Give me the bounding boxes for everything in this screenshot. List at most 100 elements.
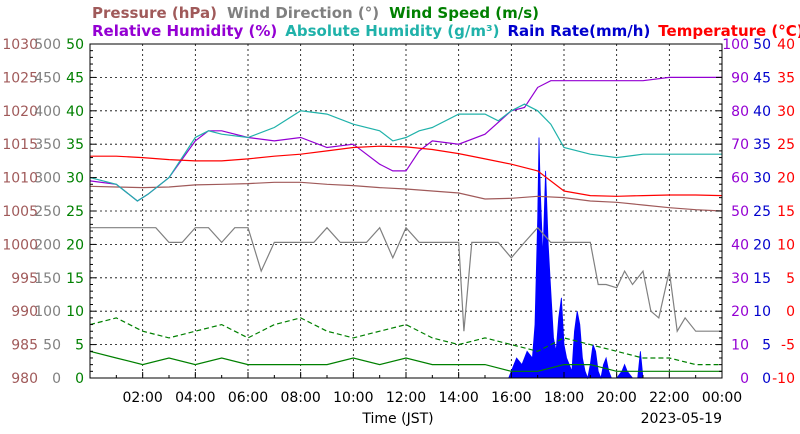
y-tick-label: 400 bbox=[34, 104, 61, 120]
x-tick-label: 08:00 bbox=[280, 390, 320, 406]
y-tick-label: 20 bbox=[753, 237, 771, 253]
right-axes: 0102030405060708090100051015202530354045… bbox=[716, 37, 795, 387]
series-layer bbox=[89, 76, 723, 372]
y-tick-label: 40 bbox=[66, 104, 84, 120]
y-tick-label: 25 bbox=[777, 137, 795, 153]
x-tick-label: 00:00 bbox=[702, 390, 742, 406]
series-relative-humidity bbox=[89, 76, 722, 202]
y-tick-label: 1025 bbox=[2, 70, 38, 86]
y-tick-label: 35 bbox=[66, 137, 84, 153]
header-series-label: Wind Direction (°) bbox=[227, 4, 379, 22]
y-tick-label: 15 bbox=[66, 271, 84, 287]
x-tick-label: 12:00 bbox=[386, 390, 426, 406]
x-tick-label: 14:00 bbox=[438, 390, 478, 406]
x-axis: 02:00 04:00 06:00 08:00 10:00 12:00 14:00 16:00… bbox=[89, 372, 742, 406]
y-tick-label: 1030 bbox=[2, 37, 38, 53]
y-tick-label: 1005 bbox=[2, 204, 38, 220]
y-tick-label: 150 bbox=[34, 271, 61, 287]
y-tick-label: 35 bbox=[777, 70, 795, 86]
header-series-label: Pressure (hPa) bbox=[92, 4, 217, 22]
y-tick-label: 10 bbox=[731, 338, 749, 354]
x-tick-label: 22:00 bbox=[649, 390, 689, 406]
x-tick-label: 20:00 bbox=[596, 390, 636, 406]
y-tick-label: -10 bbox=[772, 371, 795, 387]
y-tick-label: 1015 bbox=[2, 137, 38, 153]
y-tick-label: 30 bbox=[66, 171, 84, 187]
y-tick-label: 0 bbox=[75, 371, 84, 387]
y-tick-label: 10 bbox=[753, 304, 771, 320]
y-tick-label: 15 bbox=[753, 271, 771, 287]
y-tick-label: 45 bbox=[66, 70, 84, 86]
series-wind-direction bbox=[90, 226, 722, 333]
header-series-label: Relative Humidity (%) bbox=[92, 22, 277, 40]
series-wind-speed bbox=[89, 350, 722, 372]
y-tick-label: 10 bbox=[777, 237, 795, 253]
y-tick-label: 30 bbox=[777, 104, 795, 120]
y-tick-label: 15 bbox=[777, 204, 795, 220]
y-tick-label: 100 bbox=[34, 304, 61, 320]
y-tick-label: 20 bbox=[66, 237, 84, 253]
y-tick-label: 1010 bbox=[2, 171, 38, 187]
y-tick-label: 300 bbox=[34, 171, 61, 187]
y-tick-label: 450 bbox=[34, 70, 61, 86]
y-tick-label: 80 bbox=[731, 104, 749, 120]
y-tick-label: 60 bbox=[731, 171, 749, 187]
y-tick-label: 10 bbox=[66, 304, 84, 320]
y-tick-label: 0 bbox=[740, 371, 749, 387]
y-tick-label: 25 bbox=[753, 204, 771, 220]
x-tick-label: 04:00 bbox=[175, 390, 215, 406]
series-absolute-humidity bbox=[89, 103, 722, 202]
y-tick-label: 5 bbox=[75, 338, 84, 354]
series-rain-rate bbox=[508, 137, 722, 380]
series-pressure bbox=[89, 181, 723, 212]
header-series-label: Temperature (°C) bbox=[658, 22, 800, 40]
rain-rate-layer bbox=[508, 137, 722, 380]
y-tick-label: 50 bbox=[43, 338, 61, 354]
y-tick-label: 45 bbox=[753, 70, 771, 86]
chart-date: 2023-05-19 bbox=[641, 411, 722, 427]
x-tick-label: 10:00 bbox=[333, 390, 373, 406]
series-temperature bbox=[90, 145, 723, 197]
y-tick-label: 70 bbox=[731, 137, 749, 153]
y-tick-label: 30 bbox=[731, 271, 749, 287]
y-tick-label: 350 bbox=[34, 137, 61, 153]
y-tick-label: 100 bbox=[722, 37, 749, 53]
y-tick-label: 980 bbox=[11, 371, 38, 387]
header-series-label: Wind Speed (m/s) bbox=[389, 4, 539, 22]
y-tick-label: 50 bbox=[731, 204, 749, 220]
left-axes: 9809859909951000100510101015102010251030… bbox=[2, 37, 96, 387]
y-tick-label: 20 bbox=[777, 171, 795, 187]
header-line-1: Pressure (hPa) Wind Direction (°) Wind Spe… bbox=[92, 4, 539, 22]
x-tick-label: 06:00 bbox=[228, 390, 268, 406]
y-tick-label: 250 bbox=[34, 204, 61, 220]
y-tick-label: 200 bbox=[34, 237, 61, 253]
y-tick-label: 25 bbox=[66, 204, 84, 220]
y-tick-label: 995 bbox=[11, 271, 38, 287]
x-tick-label: 02:00 bbox=[122, 390, 162, 406]
y-tick-label: 40 bbox=[753, 104, 771, 120]
y-tick-label: 0 bbox=[52, 371, 61, 387]
x-tick-label: 18:00 bbox=[544, 390, 584, 406]
y-tick-label: 5 bbox=[786, 271, 795, 287]
plot-grid bbox=[90, 44, 722, 378]
y-tick-label: 30 bbox=[753, 171, 771, 187]
y-tick-label: 990 bbox=[11, 304, 38, 320]
y-tick-label: 1020 bbox=[2, 104, 38, 120]
x-axis-label: Time (JST) bbox=[361, 411, 433, 427]
y-tick-label: 40 bbox=[777, 37, 795, 53]
y-tick-label: 985 bbox=[11, 338, 38, 354]
header-series-label: Absolute Humidity (g/m³) bbox=[285, 22, 499, 40]
y-tick-label: 0 bbox=[762, 371, 771, 387]
y-tick-label: 50 bbox=[753, 37, 771, 53]
y-tick-label: 20 bbox=[731, 304, 749, 320]
y-tick-label: 0 bbox=[786, 304, 795, 320]
chart-header: Pressure (hPa) Wind Direction (°) Wind Spe… bbox=[92, 4, 800, 40]
y-tick-label: 40 bbox=[731, 237, 749, 253]
y-tick-label: 500 bbox=[34, 37, 61, 53]
y-tick-label: 1000 bbox=[2, 237, 38, 253]
y-tick-label: 50 bbox=[66, 37, 84, 53]
y-tick-label: -5 bbox=[781, 338, 795, 354]
y-tick-label: 90 bbox=[731, 70, 749, 86]
header-line-2: Relative Humidity (%) Absolute Humidity (… bbox=[92, 22, 800, 40]
